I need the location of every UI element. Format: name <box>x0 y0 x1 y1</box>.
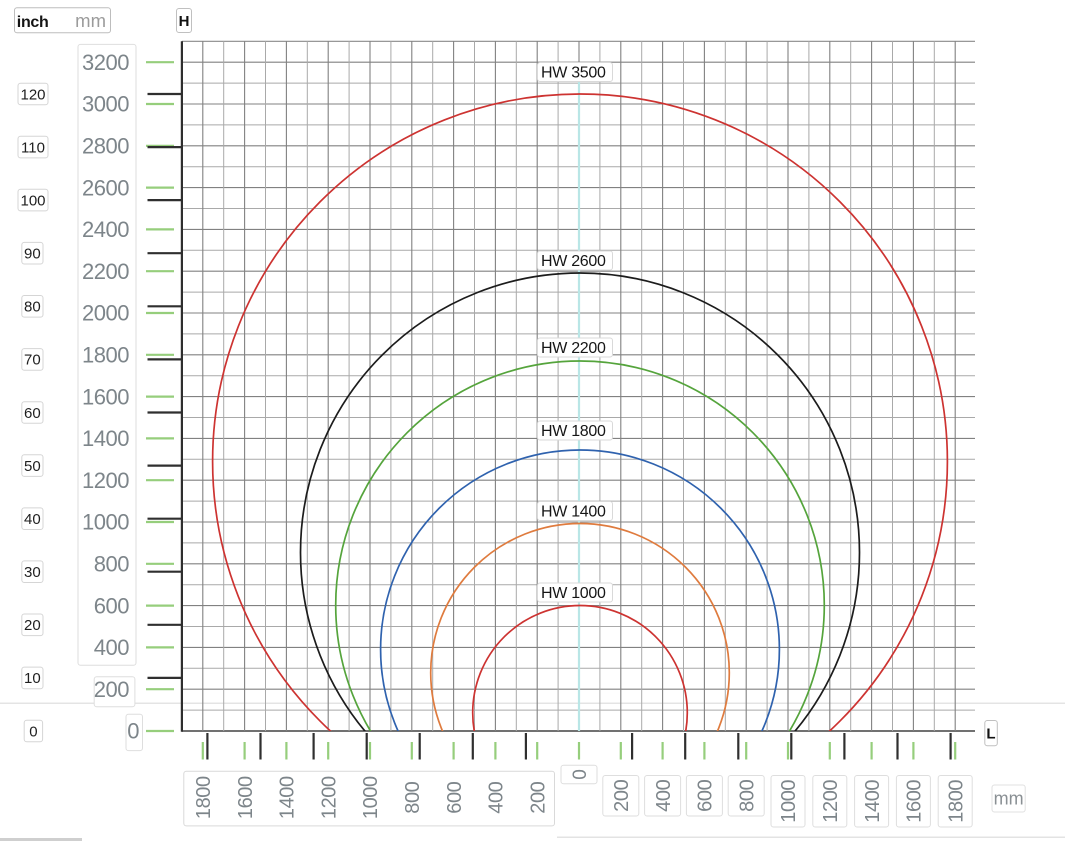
svg-text:1600: 1600 <box>235 776 257 819</box>
svg-text:0: 0 <box>570 769 591 780</box>
svg-text:400: 400 <box>653 779 675 811</box>
svg-text:mm: mm <box>75 10 106 31</box>
svg-text:mm: mm <box>994 789 1024 809</box>
svg-text:80: 80 <box>24 299 41 316</box>
svg-text:HW 2600: HW 2600 <box>541 253 606 270</box>
svg-text:3000: 3000 <box>82 92 129 117</box>
svg-text:120: 120 <box>20 86 45 103</box>
svg-text:1200: 1200 <box>318 776 340 819</box>
svg-text:2600: 2600 <box>82 175 129 200</box>
svg-text:1800: 1800 <box>193 776 215 819</box>
svg-text:400: 400 <box>486 781 508 813</box>
svg-text:110: 110 <box>21 139 45 156</box>
svg-text:2400: 2400 <box>82 217 129 242</box>
svg-text:50: 50 <box>24 458 41 475</box>
svg-text:3200: 3200 <box>82 50 129 75</box>
svg-text:H: H <box>179 13 190 30</box>
svg-text:L: L <box>986 726 995 743</box>
svg-text:90: 90 <box>24 246 41 263</box>
svg-text:1000: 1000 <box>778 780 800 823</box>
svg-text:20: 20 <box>24 617 41 634</box>
svg-text:1200: 1200 <box>820 780 842 823</box>
svg-text:2200: 2200 <box>82 259 129 284</box>
svg-text:inch: inch <box>17 14 49 31</box>
svg-text:HW 2200: HW 2200 <box>541 340 606 357</box>
svg-text:1600: 1600 <box>82 384 129 409</box>
svg-text:HW 1000: HW 1000 <box>541 585 606 602</box>
svg-text:0: 0 <box>127 719 139 744</box>
svg-text:1400: 1400 <box>862 780 884 823</box>
svg-text:HW 3500: HW 3500 <box>541 65 606 82</box>
svg-text:200: 200 <box>527 781 549 813</box>
svg-text:0: 0 <box>29 723 37 740</box>
svg-text:2800: 2800 <box>82 134 129 159</box>
svg-text:10: 10 <box>24 670 41 687</box>
svg-text:800: 800 <box>736 779 758 811</box>
svg-text:200: 200 <box>611 779 633 811</box>
svg-text:30: 30 <box>24 564 41 581</box>
svg-text:1800: 1800 <box>945 780 967 823</box>
svg-text:40: 40 <box>24 511 41 528</box>
svg-text:70: 70 <box>24 352 41 369</box>
svg-text:1400: 1400 <box>277 776 299 819</box>
svg-text:800: 800 <box>94 552 129 577</box>
svg-text:HW 1800: HW 1800 <box>541 423 606 440</box>
svg-text:200: 200 <box>94 677 129 702</box>
svg-text:400: 400 <box>94 635 129 660</box>
svg-text:1000: 1000 <box>360 776 382 819</box>
svg-text:600: 600 <box>444 781 466 813</box>
svg-text:600: 600 <box>94 593 129 618</box>
svg-text:1000: 1000 <box>82 510 129 535</box>
svg-text:1200: 1200 <box>82 468 129 493</box>
svg-text:800: 800 <box>402 781 424 813</box>
svg-text:HW 1400: HW 1400 <box>541 504 606 521</box>
svg-text:60: 60 <box>24 405 41 422</box>
svg-text:1600: 1600 <box>904 780 926 823</box>
svg-text:2000: 2000 <box>82 301 129 326</box>
svg-text:100: 100 <box>20 192 45 209</box>
svg-text:600: 600 <box>695 779 717 811</box>
svg-text:1800: 1800 <box>82 343 129 368</box>
svg-text:1400: 1400 <box>82 426 129 451</box>
